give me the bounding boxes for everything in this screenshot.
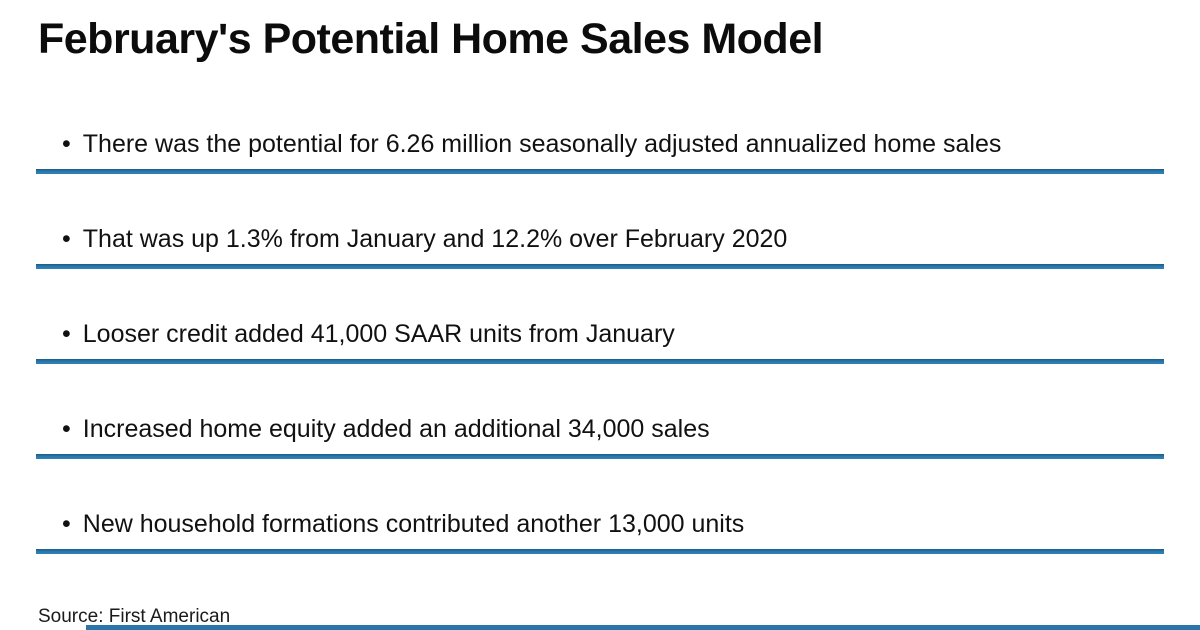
bullet-text: That was up 1.3% from January and 12.2% … xyxy=(82,225,788,253)
bottom-accent-bar xyxy=(86,625,1200,630)
bullet-text: New household formations contributed ano… xyxy=(82,510,745,538)
divider-line xyxy=(36,454,1164,459)
bullet-block: • That was up 1.3% from January and 12.2… xyxy=(0,225,1200,269)
divider-line xyxy=(36,549,1164,554)
source-attribution: Source: First American xyxy=(38,606,231,627)
bullet-list: • There was the potential for 6.26 milli… xyxy=(0,130,1200,554)
bullet-item: • That was up 1.3% from January and 12.2… xyxy=(0,225,1200,254)
bullet-block: • Looser credit added 41,000 SAAR units … xyxy=(0,320,1200,364)
bullet-icon: • xyxy=(62,510,71,538)
bullet-text: Increased home equity added an additiona… xyxy=(82,415,710,443)
bullet-block: • There was the potential for 6.26 milli… xyxy=(0,130,1200,174)
bullet-icon: • xyxy=(62,225,71,253)
bullet-text: Looser credit added 41,000 SAAR units fr… xyxy=(82,320,675,348)
bullet-item: • Looser credit added 41,000 SAAR units … xyxy=(0,320,1200,349)
bullet-icon: • xyxy=(62,415,71,443)
bullet-text: There was the potential for 6.26 million… xyxy=(82,130,1002,158)
divider-line xyxy=(36,169,1164,174)
bullet-item: • Increased home equity added an additio… xyxy=(0,415,1200,444)
page-title: February's Potential Home Sales Model xyxy=(38,15,824,63)
divider-line xyxy=(36,264,1164,269)
bullet-item: • There was the potential for 6.26 milli… xyxy=(0,130,1200,159)
bullet-block: • New household formations contributed a… xyxy=(0,510,1200,554)
bullet-icon: • xyxy=(62,320,71,348)
bullet-icon: • xyxy=(62,130,71,158)
divider-line xyxy=(36,359,1164,364)
bullet-item: • New household formations contributed a… xyxy=(0,510,1200,539)
bullet-block: • Increased home equity added an additio… xyxy=(0,415,1200,459)
